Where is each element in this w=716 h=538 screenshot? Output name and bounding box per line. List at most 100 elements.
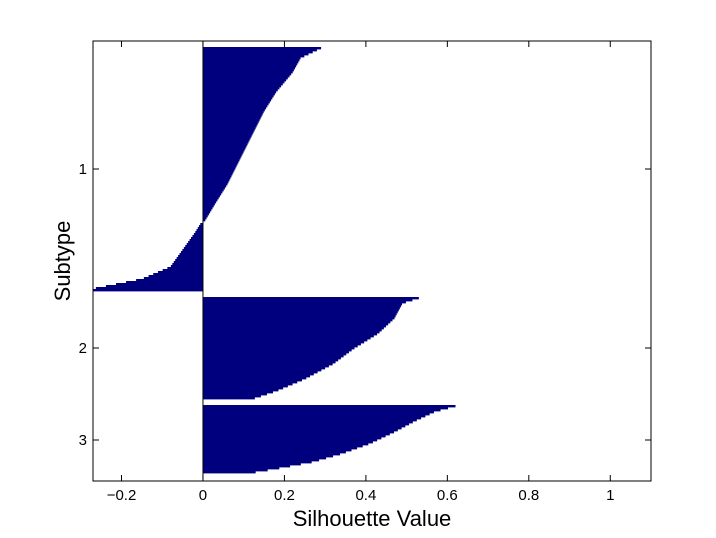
silhouette-bar: [202, 397, 255, 400]
silhouette-bar: [173, 261, 203, 264]
silhouette-bar: [167, 267, 203, 270]
silhouette-bar: [202, 389, 279, 392]
silhouette-bar: [202, 111, 264, 114]
silhouette-bar: [202, 193, 222, 196]
silhouette-bar: [202, 109, 265, 112]
silhouette-bar: [202, 305, 401, 308]
silhouette-bar: [202, 379, 302, 382]
silhouette-bar: [202, 301, 406, 304]
silhouette-bar: [202, 465, 291, 468]
silhouette-bar: [202, 49, 317, 52]
silhouette-bar: [202, 51, 313, 54]
silhouette-bar: [202, 451, 346, 454]
silhouette-bar: [126, 281, 203, 284]
silhouette-bar: [202, 79, 287, 82]
silhouette-bar: [202, 429, 398, 432]
y-tick-label: 2: [79, 340, 87, 357]
silhouette-bar: [172, 263, 203, 266]
silhouette-bar: [202, 101, 270, 104]
silhouette-bar: [202, 435, 386, 438]
silhouette-bar: [175, 259, 203, 262]
silhouette-bar: [202, 133, 253, 136]
silhouette-bar: [202, 131, 254, 134]
cluster-1-bars: [93, 47, 322, 292]
silhouette-bar: [202, 323, 389, 326]
y-axis-title: Subtype: [50, 221, 75, 302]
silhouette-bar: [202, 385, 288, 388]
silhouette-bar: [202, 77, 288, 80]
silhouette-bar: [202, 151, 244, 154]
silhouette-bar: [202, 201, 217, 204]
silhouette-bar: [202, 71, 293, 74]
silhouette-bar: [202, 195, 220, 198]
silhouette-bar: [202, 355, 344, 358]
silhouette-bar: [202, 421, 413, 424]
silhouette-bar: [182, 249, 203, 252]
plot-frame: [92, 40, 652, 482]
silhouette-bar: [93, 289, 203, 292]
silhouette-bar: [202, 383, 293, 386]
silhouette-bar: [202, 407, 449, 410]
silhouette-bar: [202, 431, 395, 434]
silhouette-bar: [185, 245, 203, 248]
silhouette-bar: [202, 129, 255, 132]
silhouette-bar: [202, 349, 352, 352]
silhouette-bar: [186, 243, 203, 246]
silhouette-bar: [95, 287, 203, 290]
silhouette-bar: [202, 441, 373, 444]
y-ticks-group: 1 2 3: [79, 161, 651, 449]
silhouette-bar: [202, 81, 285, 84]
silhouette-bar: [199, 225, 203, 228]
silhouette-bar: [202, 427, 402, 430]
silhouette-bar: [202, 347, 355, 350]
x-tick-label: 1: [606, 487, 614, 504]
silhouette-bar: [202, 87, 280, 90]
silhouette-bar: [202, 391, 274, 394]
y-tick-label: 1: [79, 161, 87, 178]
silhouette-bar: [202, 219, 206, 222]
silhouette-bar: [178, 255, 203, 258]
silhouette-bar: [202, 119, 260, 122]
silhouette-bar: [192, 235, 203, 238]
silhouette-bar: [202, 183, 228, 186]
silhouette-bar: [202, 173, 233, 176]
silhouette-bar: [202, 307, 400, 310]
silhouette-bar: [202, 169, 235, 172]
silhouette-bar: [202, 335, 374, 338]
silhouette-bar: [196, 229, 203, 232]
silhouette-bar: [202, 207, 213, 210]
silhouette-bar: [202, 141, 249, 144]
silhouette-bar: [202, 313, 397, 316]
silhouette-bar: [202, 57, 301, 60]
silhouette-bar: [202, 85, 282, 88]
silhouette-bar: [202, 177, 231, 180]
silhouette-bar: [202, 319, 393, 322]
silhouette-bar: [179, 253, 203, 256]
silhouette-bar: [202, 331, 380, 334]
silhouette-bar: [183, 247, 203, 250]
silhouette-bar: [202, 423, 410, 426]
silhouette-bar: [202, 453, 341, 456]
silhouette-bar: [202, 137, 251, 140]
bars-group: [93, 47, 456, 474]
silhouette-bar: [202, 123, 258, 126]
silhouette-bar: [191, 237, 203, 240]
silhouette-bar: [202, 393, 267, 396]
silhouette-bar: [202, 175, 232, 178]
silhouette-bar: [202, 107, 267, 110]
silhouette-bar: [202, 443, 369, 446]
silhouette-bar: [202, 161, 239, 164]
silhouette-bar: [202, 419, 417, 422]
silhouette-bar: [202, 405, 456, 408]
silhouette-bar: [202, 167, 236, 170]
silhouette-bar: [202, 449, 352, 452]
silhouette-bar: [202, 67, 295, 70]
x-tick-label: 0: [199, 487, 207, 504]
silhouette-bar: [202, 83, 283, 86]
silhouette-bar: [202, 203, 215, 206]
silhouette-bar: [202, 99, 272, 102]
cluster-3-bars: [202, 405, 456, 474]
silhouette-bar: [202, 447, 358, 450]
silhouette-bar: [202, 149, 245, 152]
